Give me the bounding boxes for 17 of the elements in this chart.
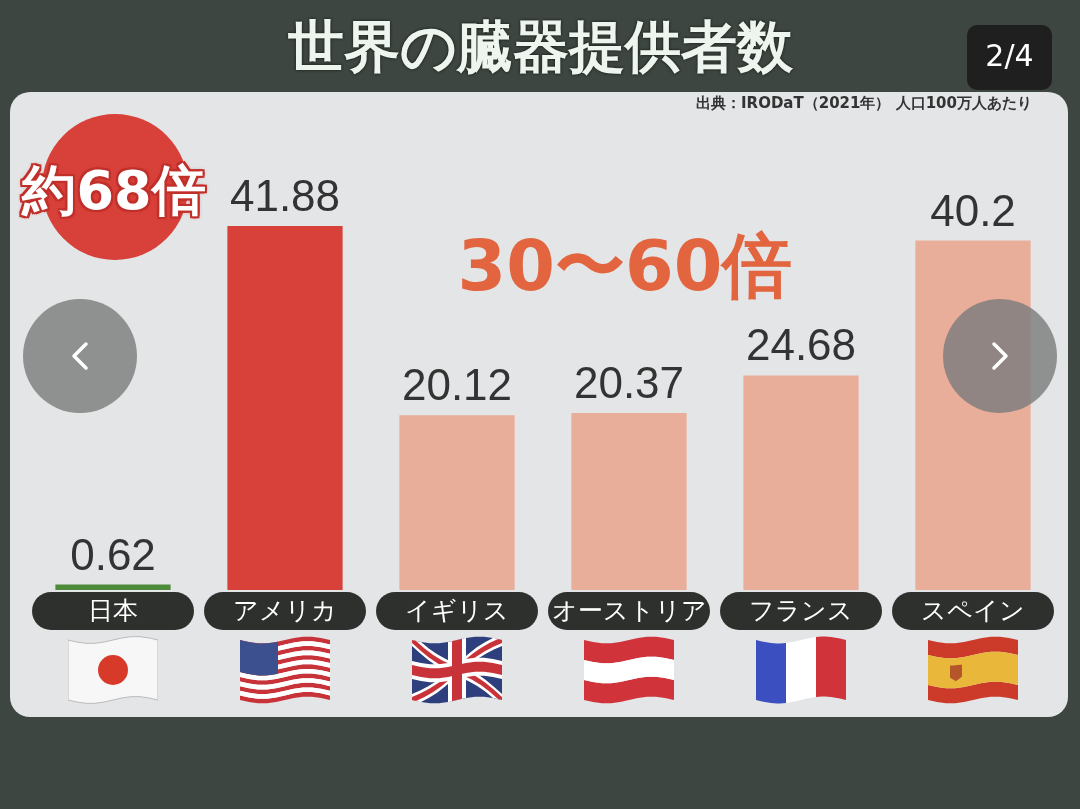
chart-title: 世界の臓器提供者数 <box>287 14 793 79</box>
data-label: 24.68 <box>745 320 857 370</box>
x-tick-label: オーストリア <box>551 595 707 624</box>
bar <box>55 584 171 590</box>
annotation: 30〜60倍 <box>457 225 793 307</box>
data-label: 20.37 <box>573 357 685 407</box>
data-label: 0.62 <box>70 529 156 579</box>
data-label: 40.2 <box>930 185 1016 235</box>
x-tick-label: アメリカ <box>233 595 337 624</box>
data-label: 20.12 <box>401 360 513 410</box>
x-tick-label: フランス <box>749 595 853 624</box>
text: 2/4 <box>985 38 1034 73</box>
x-tick-label: スペイン <box>921 595 1025 624</box>
x-tick-label: イギリス <box>405 595 509 624</box>
source-note: 出典：IRODaT（2021年） 人口100万人あたり <box>696 94 1032 113</box>
x-tick-label: 日本 <box>88 595 138 624</box>
data-label: 41.88 <box>229 171 341 220</box>
